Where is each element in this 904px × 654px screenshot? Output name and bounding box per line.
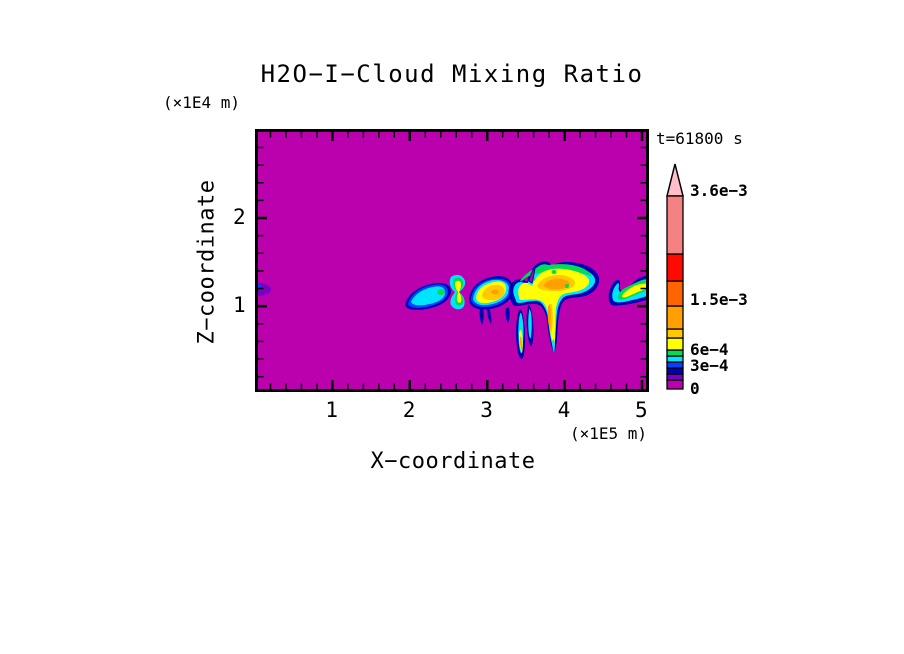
colorbar-segment-2 bbox=[666, 367, 684, 375]
cloud-right-yellow bbox=[622, 283, 649, 298]
colorbar-segment-6 bbox=[666, 337, 684, 351]
cloud-shapes bbox=[255, 261, 649, 359]
colorbar-tick-label-2: 6e−4 bbox=[690, 340, 729, 359]
colorbar-segment-5 bbox=[666, 349, 684, 357]
heatmap-plot-area bbox=[255, 129, 649, 392]
z-tick-label-1: 1 bbox=[233, 293, 246, 318]
z-axis-title: Z−coordinate bbox=[194, 179, 220, 345]
cloud-big-funnel-orange bbox=[547, 305, 551, 330]
x-tick-label-2: 2 bbox=[402, 398, 416, 422]
cloud-big-cap-green bbox=[535, 264, 549, 273]
colorbar-segment-0 bbox=[666, 379, 684, 390]
colorbar-tick-label-1: 1.5e−3 bbox=[690, 290, 748, 309]
x-tick-label-5: 5 bbox=[635, 398, 648, 422]
colorbar-segment-3 bbox=[666, 361, 684, 369]
colorbar-segment-10 bbox=[666, 253, 684, 282]
x-tick-label-1: 1 bbox=[325, 398, 339, 422]
cloud-middle-wisp-2 bbox=[487, 308, 492, 324]
colorbar-segment-11 bbox=[666, 195, 684, 255]
cloud-bowtie-yellow bbox=[455, 280, 462, 303]
z-axis-units: (×1E4 m) bbox=[163, 93, 241, 112]
colorbar bbox=[666, 163, 684, 390]
colorbar-arrow bbox=[666, 163, 684, 197]
cloud-middle-wisp-1 bbox=[479, 308, 484, 325]
colorbar-segment-4 bbox=[666, 355, 684, 363]
cloud-middle-wisp-3 bbox=[505, 307, 510, 323]
cloud-big-green-speck-2 bbox=[565, 284, 569, 288]
plot-background bbox=[255, 129, 649, 392]
colorbar-segment-7 bbox=[666, 328, 684, 339]
colorbar-segment-9 bbox=[666, 280, 684, 307]
axis-ticks bbox=[258, 132, 646, 389]
x-tick-label-3: 3 bbox=[480, 398, 493, 422]
cloud-lens-green-spot bbox=[437, 289, 445, 295]
cloud-big-funnel-tip-cyan bbox=[552, 339, 555, 353]
x-axis-units: (×1E5 m) bbox=[570, 424, 648, 443]
fallstreak-b-cyan bbox=[528, 309, 532, 339]
cloud-big-orange bbox=[543, 278, 570, 290]
chart-title: H2O−I−Cloud Mixing Ratio bbox=[260, 60, 644, 88]
cloud-big-slit bbox=[528, 266, 536, 284]
fallstreak-a-orange bbox=[520, 336, 522, 351]
colorbar-segment-1 bbox=[666, 373, 684, 381]
cloud-lens-cyan bbox=[411, 286, 445, 306]
z-tick-label-2: 2 bbox=[233, 205, 246, 229]
colorbar-segments bbox=[666, 195, 684, 390]
colorbar-tick-label-4: 0 bbox=[690, 379, 700, 398]
x-tick-label-4: 4 bbox=[557, 398, 571, 422]
colorbar-tick-label-0: 3.6e−3 bbox=[690, 181, 748, 200]
time-annotation: t=61800 s bbox=[656, 129, 743, 148]
cloud-big-green-speck-3 bbox=[551, 270, 557, 274]
colorbar-segment-8 bbox=[666, 305, 684, 330]
colorbar-tick-label-3: 3e−4 bbox=[690, 356, 729, 375]
plot-frame bbox=[255, 129, 649, 392]
cloud-middle-orange bbox=[491, 289, 499, 295]
x-axis-title: X−coordinate bbox=[370, 449, 536, 474]
